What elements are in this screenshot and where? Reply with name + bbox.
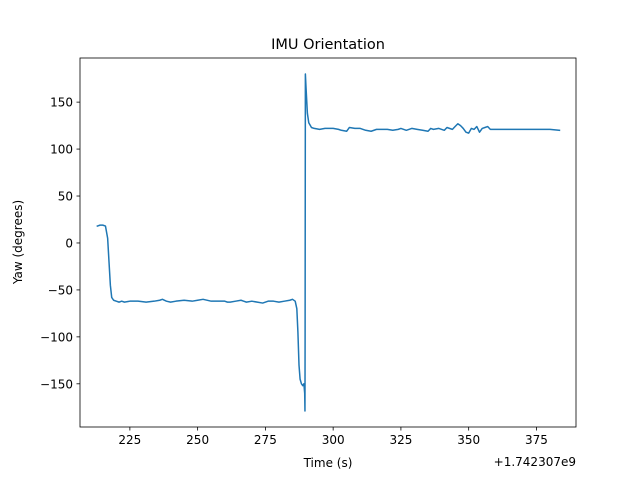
x-tick-label: 250 [186, 433, 209, 447]
y-tick-label: 100 [50, 143, 73, 157]
x-axis-offset-label: +1.742307e9 [494, 455, 576, 469]
plot-area [96, 73, 561, 412]
x-tick-label: 225 [118, 433, 141, 447]
y-axis-label: Yaw (degrees) [11, 200, 25, 285]
chart-title: IMU Orientation [271, 37, 385, 53]
x-tick-label: 350 [457, 433, 480, 447]
x-tick-label: 325 [389, 433, 412, 447]
y-tick-label: 50 [58, 190, 73, 204]
y-tick-label: 150 [50, 96, 73, 110]
x-tick-label: 275 [254, 433, 277, 447]
x-tick-label: 300 [322, 433, 345, 447]
axes: 225 250 275 300 325 350 375 −150 −100 −50 0 50 100 15… [40, 57, 577, 447]
axes-frame [79, 57, 577, 428]
x-axis-label: Time (s) [303, 456, 353, 470]
series-line-0 [96, 73, 561, 412]
y-tick-label: −150 [40, 377, 73, 391]
y-tick-label: −100 [40, 330, 73, 344]
y-tick-label: 0 [65, 236, 73, 250]
x-tick-label: 375 [525, 433, 548, 447]
y-tick-label: −50 [48, 283, 73, 297]
